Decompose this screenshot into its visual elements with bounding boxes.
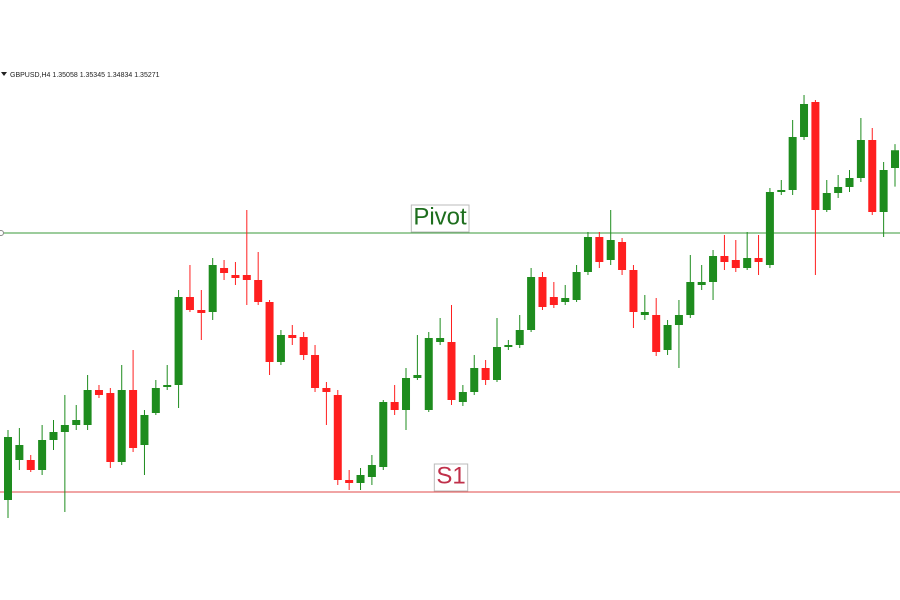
candle-body [743,258,752,268]
candle-body [595,237,604,262]
candle-body [538,277,547,307]
candle-body [140,415,149,445]
candle-body [94,390,103,395]
candle-body [447,342,456,400]
candle-body [845,178,854,187]
candle-body [208,265,217,312]
candle-body [606,240,615,260]
candle-body [618,242,627,270]
candle-body [367,465,376,477]
candle-body [879,170,888,212]
candle-body [83,390,92,425]
quote-high: 1.35345 [80,72,105,79]
candle-body [322,388,331,392]
symbol: GBPUSD,H4 [10,72,51,79]
candle-body [481,368,490,380]
candle-body [151,388,160,413]
quote-low: 1.34834 [107,72,132,79]
candle-body [811,102,820,210]
candle-body [185,297,194,310]
candle-body [492,347,501,380]
candle-body [265,302,274,362]
candle-body [72,420,81,425]
candle-body [174,297,183,385]
candle-body [49,432,58,440]
candle-body [311,355,320,388]
candle-body [856,140,865,178]
candle-body [686,282,695,315]
candle-body [4,437,12,500]
candle-body [424,338,433,410]
candle-body [549,297,558,305]
candle-body [561,298,570,302]
candle-body [629,270,638,312]
candle-body [583,237,592,272]
candle-body [390,402,399,410]
candle-body [402,378,411,410]
header: GBPUSD,H4 1.35058 1.35345 1.34834 1.3527… [10,72,160,79]
candle-body [345,480,354,483]
candle-body [504,345,513,347]
candle-body [640,312,649,315]
candle-body [788,137,797,190]
candle-body [777,190,786,192]
candle-body [413,375,422,378]
candle-body [572,272,581,300]
candle-body [652,315,661,352]
candle-body [834,187,843,193]
quote-open: 1.35058 [52,72,77,79]
candle-body [26,460,35,470]
candle-body [379,402,388,467]
candle-body [436,338,445,342]
candle-body [276,335,285,362]
candle-body [38,440,47,470]
level-label: Pivot [413,203,467,230]
candle-body [800,104,809,137]
candle-body [515,330,524,345]
candle-body [163,385,172,387]
candle-body [231,275,240,278]
candle-body [822,193,831,210]
candle-body [220,268,229,273]
candle-body [527,277,536,330]
candle-body [470,368,479,392]
candle-body [129,390,138,448]
candle-body [709,256,718,282]
level-label: S1 [436,462,465,489]
candle-body [868,140,877,212]
candle-body [891,150,899,168]
candle-body [720,256,729,262]
candle-body [674,315,683,325]
level-label-box [410,204,470,233]
candle-body [754,258,763,262]
candle-body [106,393,115,462]
candle-body [288,335,297,338]
candle-body [197,310,206,313]
candle-body [15,445,24,460]
candle-body [356,475,365,483]
candle-body [60,425,69,432]
candle-body [299,337,308,355]
level-anchor [0,230,4,236]
level-label-box [433,463,469,492]
candle-body [731,260,740,268]
candle-body [663,325,672,350]
candle-body [254,280,263,302]
candle-body [765,192,774,265]
candle-body [333,395,342,480]
candle-body [242,275,251,280]
candle-body [458,392,467,402]
header-arrow [1,72,7,76]
candle-body [117,390,126,462]
quote-close: 1.35271 [134,72,159,79]
candle-body [697,282,706,285]
